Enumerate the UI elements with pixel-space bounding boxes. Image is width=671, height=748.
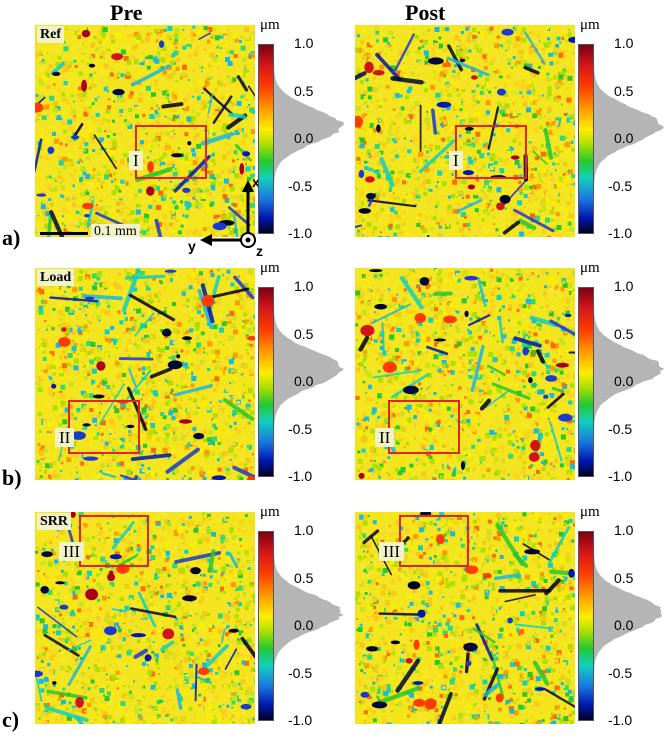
axis-y-label: y (188, 238, 196, 254)
map-panel-srr-pre: SRR III (35, 512, 255, 724)
histogram-shape (274, 531, 344, 721)
colorbar-tick-label: -0.5 (288, 177, 313, 194)
colorbar-tick-label: 0.0 (294, 373, 314, 389)
colorbar-unit: μm (260, 504, 280, 520)
value-histogram (274, 531, 344, 721)
row-label-b: b) (2, 465, 22, 490)
colorbar (578, 531, 594, 721)
axis-z-label: z (256, 243, 263, 259)
colorbar-tick-label: -0.5 (608, 420, 633, 437)
column-header-post: Post (405, 0, 446, 25)
axis-x-label: x (252, 174, 260, 190)
colorbar-tick-label: -1.0 (608, 712, 633, 728)
colorbar-tick-label: 0.5 (614, 325, 634, 342)
scale-bar-label: 0.1 mm (91, 224, 140, 237)
row-label-c: c) (2, 707, 20, 732)
colorbar-unit: μm (580, 260, 600, 276)
value-histogram (594, 287, 664, 477)
colorbar-tick-label: 1.0 (614, 35, 634, 51)
colorbar-tick-label: 1.0 (614, 278, 634, 294)
colorbar-tick-label: -1.0 (288, 225, 313, 241)
colorbar-unit: μm (580, 17, 600, 33)
scale-bar (40, 232, 88, 235)
colorbar-tick-label: -0.5 (288, 664, 313, 681)
value-histogram (274, 44, 344, 234)
colorbar-tick-label: 0.0 (294, 130, 314, 146)
colorbar-unit: μm (260, 17, 280, 33)
colorbar-tick-label: -1.0 (288, 712, 313, 728)
colorbar-tick-label: -0.5 (608, 177, 633, 194)
colorbar-unit: μm (260, 260, 280, 276)
roi-label: II (375, 428, 395, 447)
roi-box (79, 515, 149, 567)
roi-label: II (55, 428, 75, 447)
colorbar-tick-label: 0.5 (614, 82, 634, 99)
roi-label: I (449, 151, 463, 170)
colorbar-tick-label: 1.0 (294, 522, 314, 538)
map-panel-load-pre: Load II (35, 268, 255, 480)
colorbar-tick-label: 0.5 (614, 569, 634, 586)
colorbar-tick-label: -0.5 (608, 664, 633, 681)
roi-label: I (129, 151, 143, 170)
colorbar-tick-label: 0.5 (294, 569, 314, 586)
roi-box (455, 125, 527, 179)
roi-label: III (379, 542, 404, 561)
column-header-pre: Pre (110, 0, 143, 25)
displacement-map (35, 512, 255, 724)
histogram-shape (594, 287, 664, 477)
histogram-shape (274, 44, 344, 234)
colorbar-tick-label: 0.0 (614, 373, 634, 389)
colorbar (258, 531, 274, 721)
colorbar (258, 44, 274, 234)
colorbar-tick-label: 0.5 (294, 82, 314, 99)
colorbar-tick-label: 1.0 (294, 35, 314, 51)
value-histogram (594, 531, 663, 721)
coordinate-axes (190, 170, 270, 260)
colorbar-tick-label: 1.0 (294, 278, 314, 294)
displacement-map (35, 268, 255, 480)
colorbar-tick-label: 1.0 (614, 522, 634, 538)
colorbar-tick-label: 0.0 (614, 130, 634, 146)
colorbar (258, 287, 274, 477)
colorbar-tick-label: 0.0 (294, 617, 314, 633)
roi-box (68, 400, 140, 454)
colorbar-unit: μm (580, 504, 600, 520)
map-panel-ref-pre: Ref I 0.1 mm (35, 25, 255, 237)
value-histogram (594, 44, 664, 234)
panel-tag: Ref (37, 26, 64, 43)
roi-label: III (59, 542, 84, 561)
histogram-shape (594, 531, 663, 721)
colorbar (578, 44, 594, 234)
colorbar-tick-label: 0.5 (294, 325, 314, 342)
roi-box (399, 515, 469, 567)
value-histogram (274, 287, 344, 477)
colorbar-tick-label: -0.5 (288, 420, 313, 437)
roi-box (388, 400, 460, 454)
colorbar (578, 287, 594, 477)
colorbar-tick-label: -1.0 (288, 468, 313, 484)
histogram-shape (274, 287, 344, 477)
map-panel-load-post: II (355, 268, 575, 480)
row-label-a: a) (2, 225, 21, 250)
colorbar-tick-label: 0.0 (614, 617, 634, 633)
map-panel-srr-post: III (355, 512, 575, 724)
panel-tag: SRR (37, 513, 72, 530)
colorbar-tick-label: -1.0 (608, 468, 633, 484)
map-panel-ref-post: I (355, 25, 575, 237)
histogram-shape (594, 44, 664, 234)
colorbar-tick-label: -1.0 (608, 225, 633, 241)
panel-tag: Load (37, 269, 75, 286)
displacement-map (35, 25, 255, 237)
